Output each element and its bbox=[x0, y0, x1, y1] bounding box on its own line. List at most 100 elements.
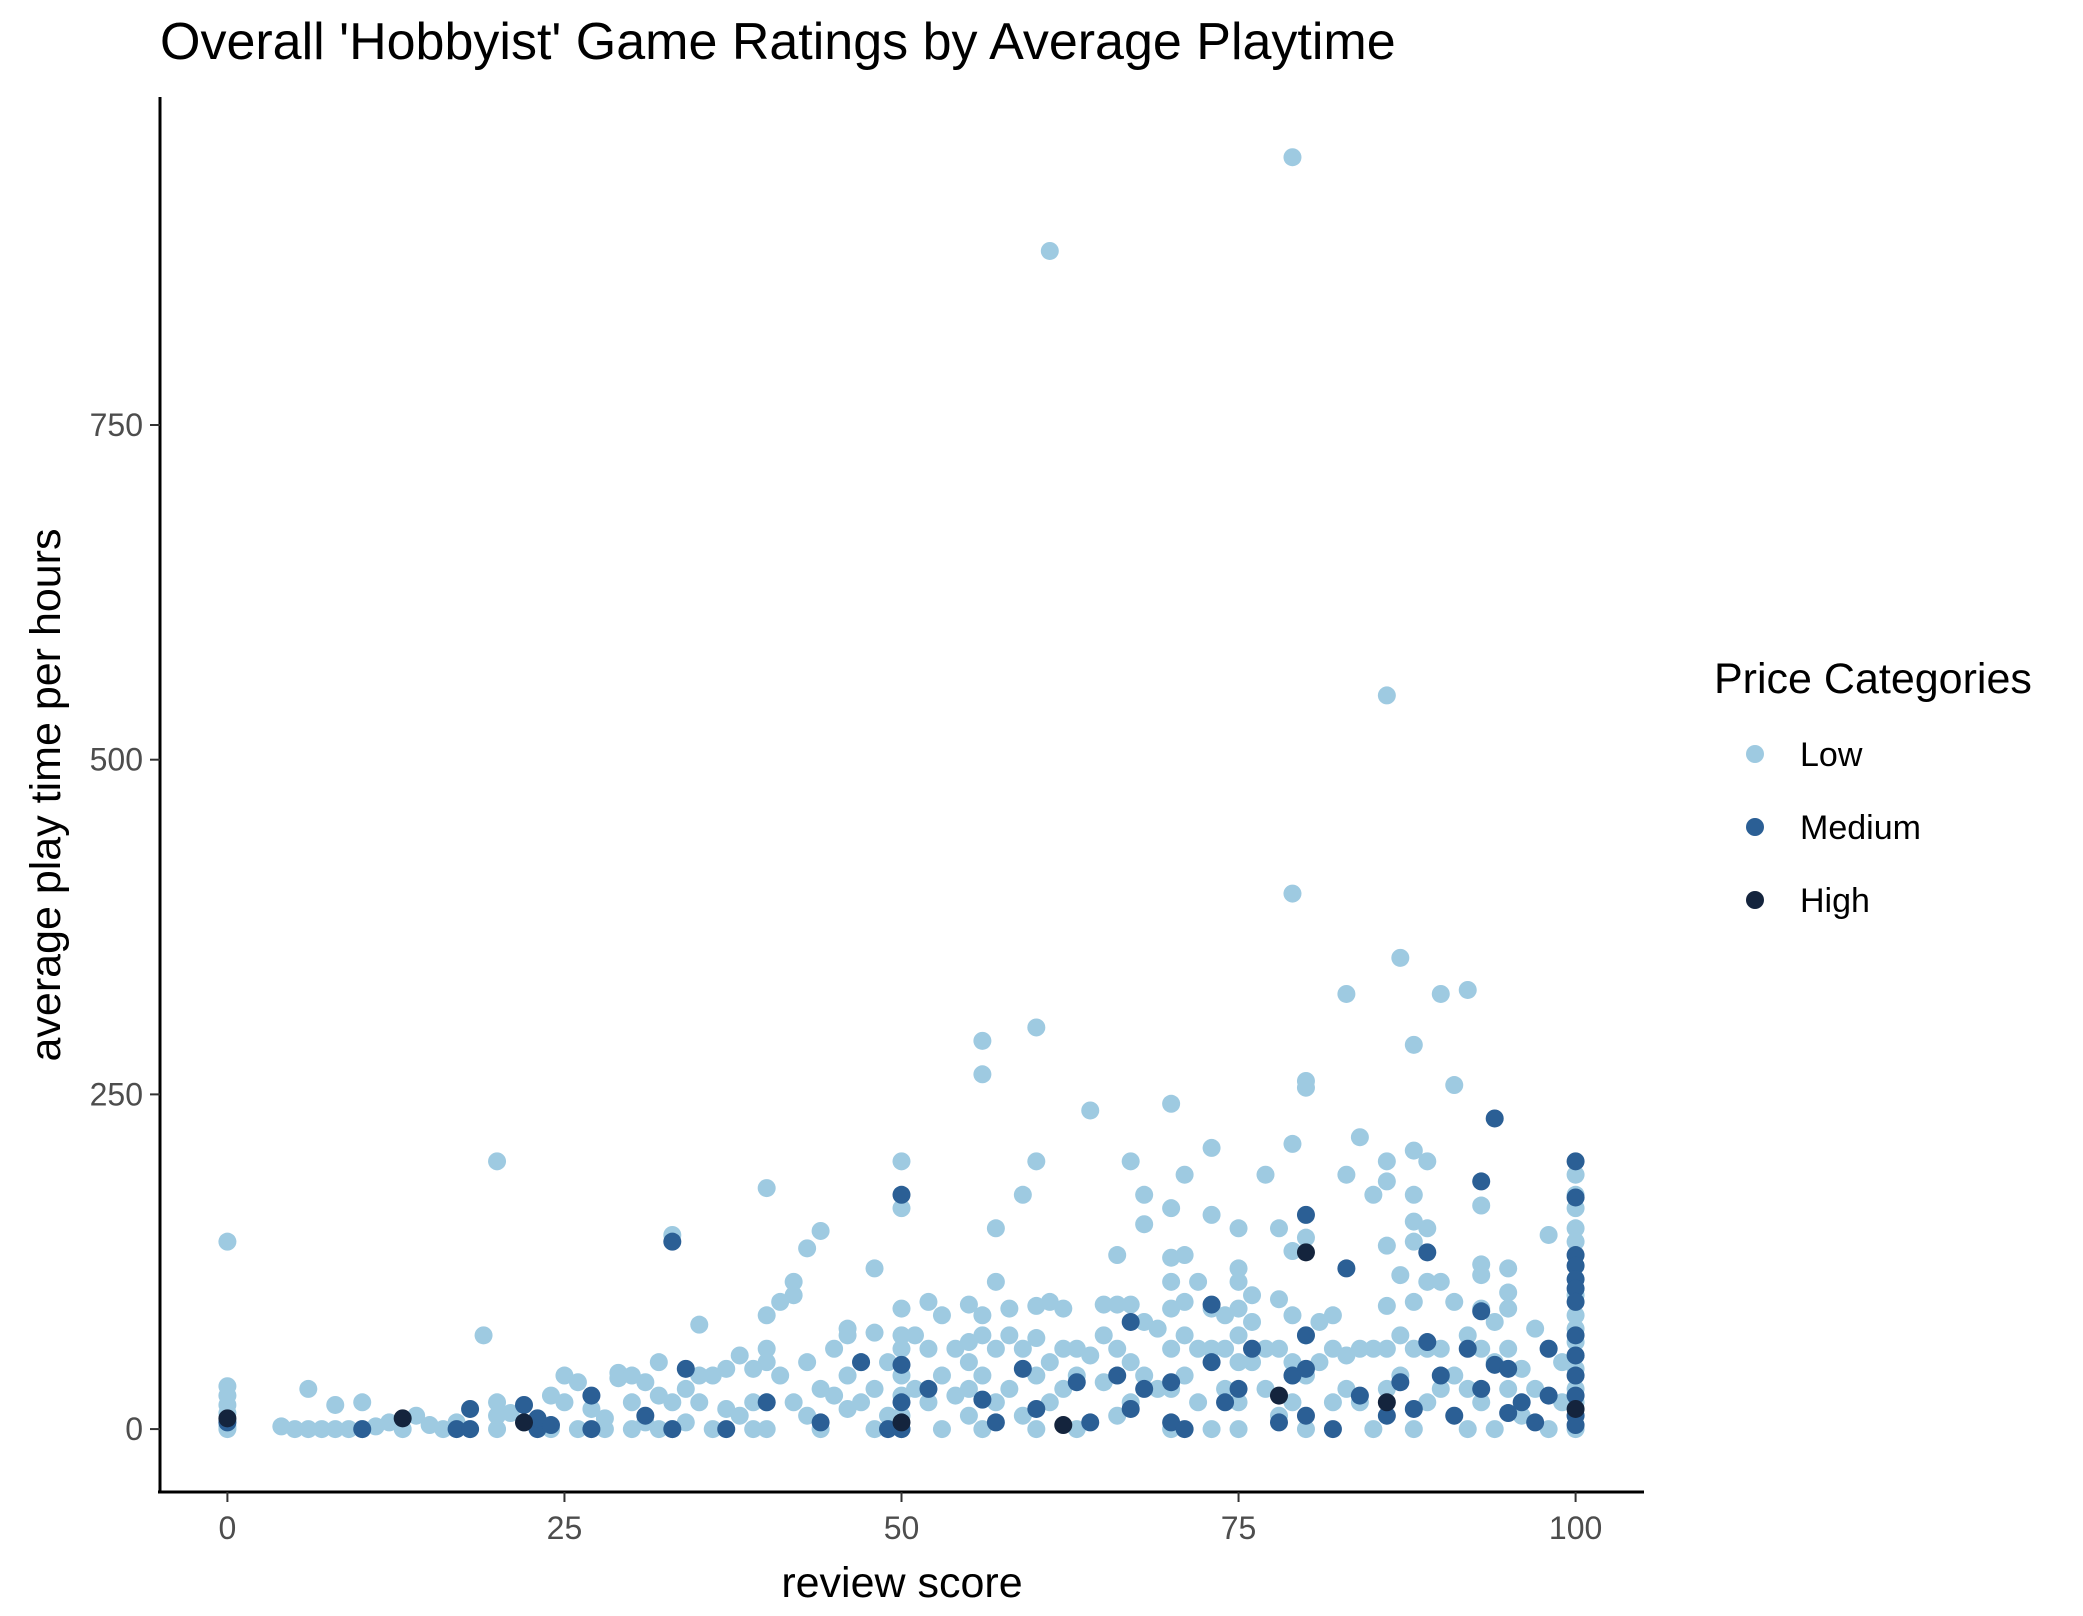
data-point bbox=[1202, 1420, 1221, 1439]
data-point bbox=[1148, 1379, 1167, 1398]
data-point bbox=[1040, 1393, 1059, 1412]
data-point bbox=[1377, 1152, 1396, 1171]
data-point bbox=[1283, 1393, 1302, 1412]
data-point bbox=[838, 1366, 857, 1385]
data-point bbox=[622, 1393, 641, 1412]
data-point bbox=[757, 1306, 776, 1325]
data-point bbox=[1350, 1339, 1369, 1358]
data-point bbox=[1566, 1346, 1585, 1365]
data-points bbox=[218, 148, 1585, 1439]
data-point bbox=[541, 1416, 560, 1435]
data-point bbox=[1485, 1312, 1504, 1331]
data-point bbox=[515, 1413, 534, 1432]
y-tick-label: 250 bbox=[90, 1076, 143, 1112]
y-axis-title: average play time per hours bbox=[22, 528, 70, 1061]
data-point bbox=[973, 1065, 992, 1084]
data-point bbox=[1108, 1295, 1127, 1314]
data-point bbox=[1472, 1172, 1491, 1191]
data-point bbox=[1526, 1413, 1545, 1432]
data-point bbox=[717, 1420, 736, 1439]
data-point bbox=[1027, 1018, 1046, 1037]
x-tick-label: 100 bbox=[1549, 1510, 1602, 1546]
data-point bbox=[1269, 1290, 1288, 1309]
data-point bbox=[1323, 1306, 1342, 1325]
data-point bbox=[1121, 1353, 1140, 1372]
data-point bbox=[1202, 1339, 1221, 1358]
data-point bbox=[1566, 1386, 1585, 1405]
data-point bbox=[1377, 1236, 1396, 1255]
data-point bbox=[892, 1185, 911, 1204]
data-point bbox=[1499, 1404, 1518, 1423]
data-point bbox=[393, 1409, 412, 1428]
data-point bbox=[1162, 1248, 1181, 1267]
data-point bbox=[798, 1239, 817, 1258]
data-point bbox=[1013, 1185, 1032, 1204]
data-point bbox=[1377, 686, 1396, 705]
data-point bbox=[1364, 1420, 1383, 1439]
data-point bbox=[1121, 1312, 1140, 1331]
data-point bbox=[1216, 1339, 1235, 1358]
data-point bbox=[986, 1393, 1005, 1412]
data-point bbox=[1094, 1295, 1113, 1314]
data-point bbox=[932, 1420, 951, 1439]
data-point bbox=[636, 1406, 655, 1425]
data-point bbox=[1323, 1339, 1342, 1358]
data-point bbox=[541, 1386, 560, 1405]
data-point bbox=[892, 1326, 911, 1345]
data-point bbox=[1566, 1219, 1585, 1238]
data-point bbox=[932, 1306, 951, 1325]
data-point bbox=[312, 1420, 331, 1439]
data-point bbox=[1512, 1359, 1531, 1378]
data-point bbox=[1539, 1339, 1558, 1358]
data-point bbox=[1296, 1228, 1315, 1247]
y-tick-label: 500 bbox=[90, 742, 143, 778]
data-point bbox=[1391, 948, 1410, 967]
data-point bbox=[1431, 1272, 1450, 1291]
data-point bbox=[892, 1199, 911, 1218]
data-point bbox=[1108, 1339, 1127, 1358]
data-point bbox=[1000, 1299, 1019, 1318]
legend-key-high bbox=[1746, 891, 1764, 909]
data-point bbox=[811, 1221, 830, 1240]
data-point bbox=[1310, 1312, 1329, 1331]
data-point bbox=[555, 1366, 574, 1385]
data-point bbox=[1094, 1373, 1113, 1392]
data-point bbox=[811, 1413, 830, 1432]
data-point bbox=[919, 1292, 938, 1311]
data-point bbox=[1135, 1312, 1154, 1331]
data-point bbox=[568, 1373, 587, 1392]
data-point bbox=[1377, 1379, 1396, 1398]
data-point bbox=[1364, 1339, 1383, 1358]
data-point bbox=[1418, 1152, 1437, 1171]
data-point bbox=[852, 1393, 871, 1412]
data-point bbox=[1094, 1326, 1113, 1345]
data-point bbox=[852, 1353, 871, 1372]
data-point bbox=[676, 1379, 695, 1398]
data-point bbox=[488, 1406, 507, 1425]
data-point bbox=[1135, 1215, 1154, 1234]
data-point bbox=[1175, 1366, 1194, 1385]
data-point bbox=[1243, 1286, 1262, 1305]
data-point bbox=[326, 1395, 345, 1414]
data-point bbox=[1337, 1346, 1356, 1365]
data-point bbox=[299, 1420, 318, 1439]
data-point bbox=[1526, 1379, 1545, 1398]
data-point bbox=[1175, 1326, 1194, 1345]
data-point bbox=[1458, 980, 1477, 999]
data-point bbox=[609, 1369, 628, 1388]
data-point bbox=[1418, 1243, 1437, 1262]
x-tick-label: 0 bbox=[219, 1510, 237, 1546]
data-point bbox=[568, 1420, 587, 1439]
data-point bbox=[771, 1292, 790, 1311]
data-point bbox=[1472, 1379, 1491, 1398]
data-point bbox=[582, 1386, 601, 1405]
data-point bbox=[784, 1286, 803, 1305]
data-point bbox=[1027, 1329, 1046, 1348]
series-medium bbox=[218, 1109, 1585, 1439]
data-point bbox=[1243, 1353, 1262, 1372]
data-point bbox=[218, 1409, 237, 1428]
data-point bbox=[932, 1366, 951, 1385]
data-point bbox=[1499, 1283, 1518, 1302]
data-point bbox=[1296, 1326, 1315, 1345]
